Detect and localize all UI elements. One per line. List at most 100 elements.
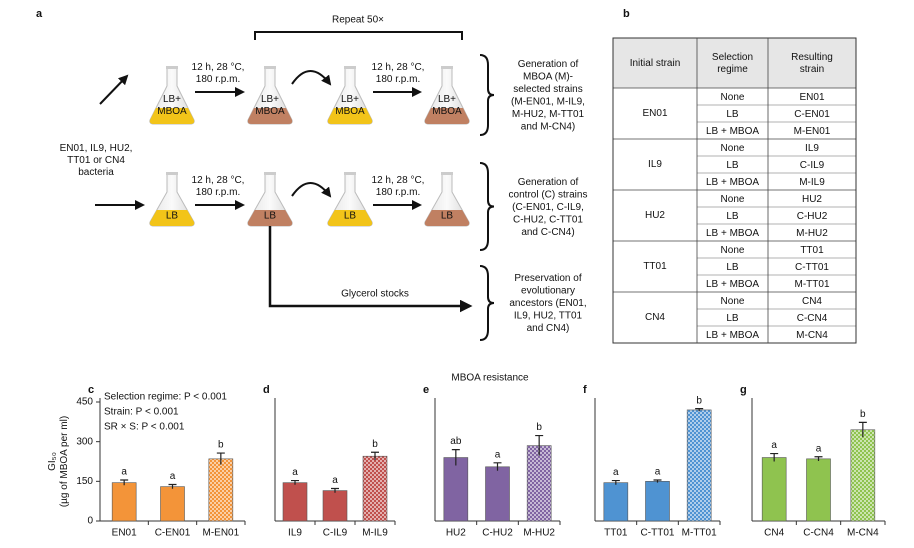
table-cell: M-CN4 xyxy=(796,330,828,341)
flask-label-line: LB+ xyxy=(261,94,279,105)
flask-label-line: MBOA xyxy=(157,106,187,117)
significance-label: a xyxy=(292,467,298,478)
glycerol-label: Glycerol stocks xyxy=(341,289,409,300)
panel-label: e xyxy=(423,384,429,396)
brace xyxy=(479,265,495,341)
table-cell: None xyxy=(721,194,745,205)
significance-label: b xyxy=(218,440,224,451)
table-cell: C-CN4 xyxy=(797,313,828,324)
table-header: Selection regime xyxy=(712,52,753,75)
condition-label-line: 180 r.p.m. xyxy=(376,187,420,198)
panel-label: f xyxy=(583,384,587,396)
table-cell: C-HU2 xyxy=(797,211,828,222)
outcome-label-line: MBOA (M)- xyxy=(523,71,573,82)
significance-label: a xyxy=(495,449,501,460)
outcome-label-line: ancestors (EN01, xyxy=(509,298,586,309)
x-tick-label: M-TT01 xyxy=(682,528,717,539)
arrow xyxy=(99,74,129,105)
condition-label: 12 h, 28 °C, 180 r.p.m. xyxy=(372,175,425,198)
flask-label-line: LB+ xyxy=(438,94,456,105)
significance-label: a xyxy=(170,471,176,482)
condition-label-line: 180 r.p.m. xyxy=(376,74,420,85)
table-cell: C-TT01 xyxy=(795,262,829,273)
table-cell: None xyxy=(721,143,745,154)
condition-label-line: 12 h, 28 °C, xyxy=(192,175,245,186)
bar xyxy=(111,482,137,522)
bar xyxy=(282,482,308,522)
flask-label: LB+ MBOA xyxy=(255,94,285,117)
x-tick-label: M-HU2 xyxy=(523,528,555,539)
flask-label: LB+ MBOA xyxy=(157,94,187,117)
table-cell: IL9 xyxy=(805,143,819,154)
table-header-bg xyxy=(613,38,856,88)
flask-liquid xyxy=(247,210,293,226)
x-tick-label: EN01 xyxy=(112,528,137,539)
stats-label: SR × S: P < 0.001 xyxy=(104,422,185,433)
flask-label: LB xyxy=(441,211,454,222)
table-cell: C-IL9 xyxy=(800,160,825,171)
outcome-label-line: Generation of xyxy=(518,59,579,70)
flask-cap xyxy=(264,66,276,69)
table-cell: M-IL9 xyxy=(799,177,825,188)
table-cell: LB xyxy=(726,262,739,273)
table-header-line: regime xyxy=(717,64,748,75)
table-cell: TT01 xyxy=(643,261,667,272)
table-cell: LB xyxy=(726,160,739,171)
flask-liquid xyxy=(149,210,195,226)
outcome-label-line: C-HU2, C-TT01 xyxy=(513,214,583,225)
outcome-label-line: M-HU2, M-TT01 xyxy=(512,109,585,120)
condition-label-line: 12 h, 28 °C, xyxy=(372,62,425,73)
outcome-label-line: (C-EN01, C-IL9, xyxy=(512,202,584,213)
outcome-label-line: selected strains xyxy=(513,84,582,95)
error-bar xyxy=(858,421,867,438)
bar xyxy=(526,445,552,522)
flask-label: LB xyxy=(166,211,179,222)
x-tick-label: C-IL9 xyxy=(323,528,348,539)
table-cell: C-EN01 xyxy=(794,109,830,120)
flask-label-line: MBOA xyxy=(432,106,462,117)
error-bar xyxy=(770,452,779,462)
bar xyxy=(806,458,831,522)
y-tick-label: 150 xyxy=(76,476,93,487)
x-tick-label: C-TT01 xyxy=(641,528,675,539)
outcome-label-line: and M-CN4) xyxy=(521,121,575,132)
bar xyxy=(645,481,670,522)
table-header-line: Resulting xyxy=(791,52,833,63)
flask-label-line: LB+ xyxy=(341,94,359,105)
bar xyxy=(686,409,712,522)
error-bar xyxy=(371,451,379,461)
table-cell: CN4 xyxy=(802,296,822,307)
panel-label: c xyxy=(88,384,94,396)
table-cell: None xyxy=(721,245,745,256)
flask-label-line: MBOA xyxy=(335,106,365,117)
table-cell: LB xyxy=(726,313,739,324)
flask-cap xyxy=(441,66,453,69)
error-bar xyxy=(653,479,662,483)
table-cell: M-HU2 xyxy=(796,228,828,239)
table-header: Resulting strain xyxy=(791,52,833,75)
x-tick-label: M-EN01 xyxy=(202,528,239,539)
table-cell: M-EN01 xyxy=(794,126,831,137)
outcome-label: Preservation of evolutionary ancestors (EN… xyxy=(509,273,586,334)
source-label-line: bacteria xyxy=(78,167,114,178)
arrow xyxy=(291,182,332,198)
outcome-label-line: (M-EN01, M-IL9, xyxy=(511,96,585,107)
outcome-label-line: evolutionary xyxy=(521,285,575,296)
table-border xyxy=(612,37,857,344)
bar xyxy=(208,458,234,522)
significance-label: a xyxy=(121,467,127,478)
condition-label-line: 180 r.p.m. xyxy=(196,187,240,198)
flask-label-line: MBOA xyxy=(255,106,285,117)
flask-cap xyxy=(344,172,356,175)
table-cell: CN4 xyxy=(645,312,665,323)
condition-label-line: 12 h, 28 °C, xyxy=(372,175,425,186)
table-cell: None xyxy=(721,92,745,103)
arrow xyxy=(291,70,332,86)
glycerol-line xyxy=(268,226,473,313)
error-bar xyxy=(814,456,823,461)
bar xyxy=(850,429,876,522)
condition-label-line: 12 h, 28 °C, xyxy=(192,62,245,73)
significance-label: a xyxy=(332,475,338,486)
table-cell: LB + MBOA xyxy=(706,126,759,137)
flask-liquid xyxy=(424,108,470,124)
